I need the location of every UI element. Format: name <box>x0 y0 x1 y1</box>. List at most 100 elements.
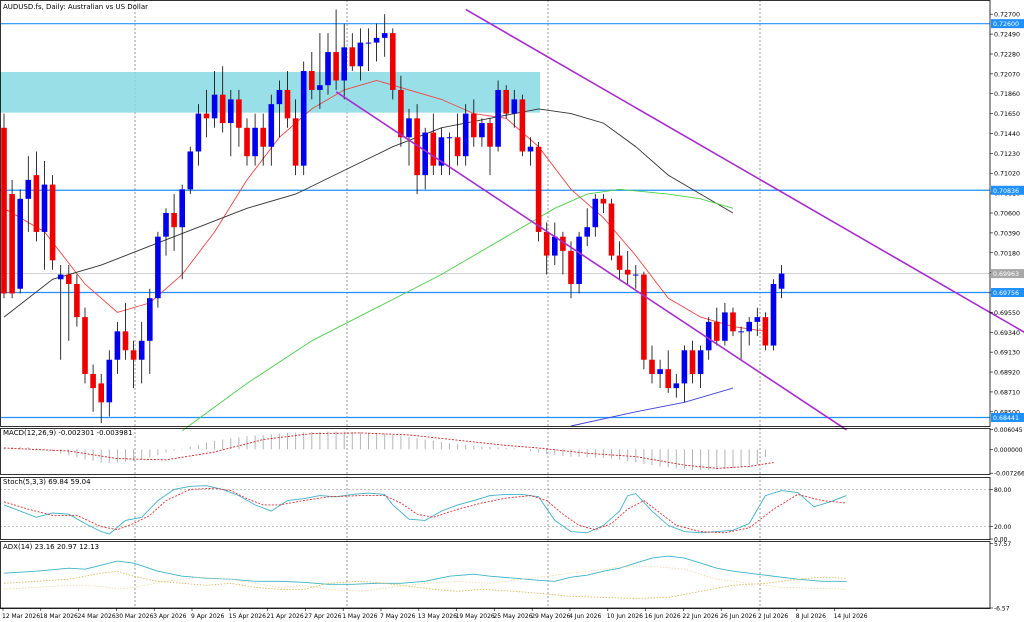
level-label-box <box>991 19 1024 29</box>
macd-title: MACD(12,26,9) -0.002301 -0.003981 <box>3 429 132 437</box>
adx-pane-frame <box>0 541 991 609</box>
candle-body <box>114 331 121 360</box>
candle-body <box>74 284 80 318</box>
price-tick-label: 0.70390 <box>994 230 1020 237</box>
candle-body <box>219 94 226 124</box>
stoch-pane-frame <box>0 477 991 540</box>
candle-body <box>438 137 445 166</box>
candle-body <box>33 175 40 232</box>
current-price-label: 0.69963 <box>993 271 1019 278</box>
candle-body <box>422 132 428 176</box>
candle-body <box>373 37 380 43</box>
date-label: 12 Mar 2026 <box>2 613 40 620</box>
candle-body <box>17 198 23 289</box>
candle-body <box>673 383 680 389</box>
level-label-box <box>991 185 1024 195</box>
candle-body <box>543 231 550 256</box>
candle-body <box>106 359 113 403</box>
candle-body <box>576 236 582 284</box>
candle-body <box>730 312 736 332</box>
date-label: 10 Jun 2026 <box>607 613 643 620</box>
level-label: 0.69756 <box>993 290 1019 297</box>
candle-body <box>98 383 104 403</box>
candle-body <box>390 33 396 90</box>
candle-body <box>276 89 283 105</box>
date-label: 16 Jun 2026 <box>645 613 681 620</box>
price-tick-label: 0.70180 <box>994 250 1020 257</box>
candle-body <box>519 99 526 152</box>
price-tick-label: 0.72490 <box>994 32 1020 39</box>
candle-body <box>738 331 744 333</box>
candle-body <box>138 340 145 360</box>
price-tick-label: 0.69130 <box>994 350 1020 357</box>
stoch-tick-label: 0.00 <box>994 537 1008 544</box>
candle-body <box>203 113 210 119</box>
candle-body <box>122 331 129 351</box>
candle-body <box>689 350 696 374</box>
price-tick-label: 0.70600 <box>994 211 1020 218</box>
date-label: 29 May 2026 <box>531 613 570 620</box>
candle-body <box>398 89 404 138</box>
candle-body <box>179 189 185 228</box>
candle-body <box>430 132 437 166</box>
stoch-tick-label: 80.00 <box>994 487 1011 494</box>
candle-body <box>300 71 307 166</box>
date-label: 22 Jun 2026 <box>682 613 718 620</box>
candle-body <box>25 179 32 199</box>
candle-body <box>147 298 153 341</box>
candle-body <box>487 123 493 147</box>
candle-body <box>381 33 388 38</box>
candle-body <box>252 127 258 157</box>
candle-body <box>163 213 169 237</box>
date-label: 25 May 2026 <box>493 613 532 620</box>
price-tick-label: 0.68500 <box>994 409 1020 416</box>
moving-average-line <box>570 387 734 427</box>
price-tick-label: 0.71860 <box>994 91 1020 98</box>
candle-body <box>770 284 777 346</box>
macd-pane-frame <box>0 428 991 475</box>
price-tick-label: 0.71020 <box>994 171 1020 178</box>
stoch-signal-line <box>3 487 847 534</box>
level-label: 0.72600 <box>993 21 1019 28</box>
date-label: 1 May 2026 <box>342 613 377 620</box>
candle-body <box>616 255 623 270</box>
date-label: 19 May 2026 <box>456 613 495 620</box>
main-chart-title: AUDUSD.fs, Daily: Australian vs US Dolla… <box>3 3 148 11</box>
macd-tick-label: 0.000000 <box>994 447 1023 454</box>
candle-body <box>560 236 566 251</box>
candle-body <box>495 89 501 147</box>
minus-di-line <box>3 565 847 592</box>
candle-body <box>171 213 177 228</box>
candle-body <box>584 227 590 237</box>
candle-body <box>195 113 202 152</box>
candle-body <box>406 118 412 138</box>
candle-body <box>665 369 671 389</box>
price-tick-label: 0.69550 <box>994 310 1020 317</box>
candle-body <box>317 85 323 90</box>
price-tick-label: 0.72700 <box>994 12 1020 19</box>
candle-body <box>228 99 234 124</box>
candle-body <box>236 99 242 128</box>
candle-body <box>600 198 607 204</box>
candle-body <box>552 236 558 256</box>
candle-body <box>66 274 72 284</box>
candle-body <box>309 71 315 90</box>
candle-body <box>187 151 194 190</box>
date-label: 3 Apr 2026 <box>153 613 186 620</box>
date-label: 18 Mar 2026 <box>40 613 78 620</box>
candle-body <box>130 350 137 360</box>
candle-body <box>90 373 96 389</box>
candle-body <box>365 42 372 44</box>
price-tick-label: 0.68920 <box>994 370 1020 377</box>
candle-body <box>608 203 615 256</box>
date-label: 15 Apr 2026 <box>229 613 266 620</box>
candle-body <box>333 52 339 81</box>
candle-body <box>633 274 639 276</box>
price-tick-label: 0.71650 <box>994 111 1020 118</box>
candle-body <box>503 89 509 114</box>
date-label: 27 Apr 2026 <box>304 613 341 620</box>
stoch-tick-label: 20.00 <box>994 524 1011 531</box>
moving-average-line <box>181 188 734 432</box>
